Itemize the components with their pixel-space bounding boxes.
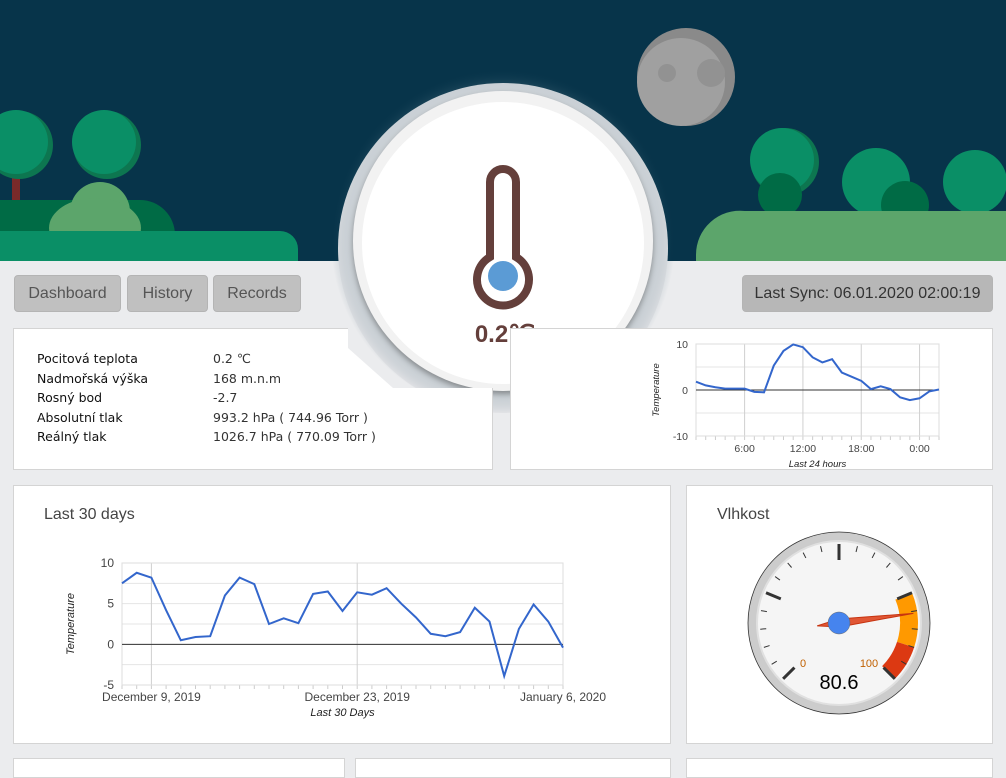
- info-label: Pocitová teplota: [37, 349, 213, 369]
- x-tick-label: December 9, 2019: [102, 690, 201, 704]
- y-axis-title: Temperature: [65, 593, 77, 655]
- y-tick-label: 10: [676, 339, 688, 351]
- series-line: [696, 344, 939, 400]
- gauge-min-label: 0: [800, 658, 806, 670]
- chart-24h-card: 10 0 -10 6:00 12:00 18:00 0:00 Last 24 hours Tem…: [510, 328, 993, 470]
- x-tick-label: 18:00: [848, 443, 874, 455]
- x-tick-label: 12:00: [790, 443, 816, 455]
- info-label: Reálný tlak: [37, 427, 213, 447]
- bottom-card-1: [13, 758, 345, 778]
- info-label: Nadmořská výška: [37, 369, 213, 389]
- moon-icon: [637, 28, 735, 126]
- y-tick-label: 10: [101, 556, 115, 570]
- gauge-hub: [828, 612, 850, 634]
- x-tick-label: December 23, 2019: [304, 690, 410, 704]
- info-value: 168 m.n.m: [213, 369, 281, 389]
- info-value: 0.2 ℃: [213, 349, 251, 369]
- bottom-card-3: [686, 758, 993, 778]
- nav-history-button[interactable]: History: [127, 275, 208, 312]
- info-label: Absolutní tlak: [37, 408, 213, 428]
- x-axis-title: Last 24 hours: [789, 459, 847, 470]
- y-tick-label: 0: [682, 385, 688, 397]
- card-title: Last 30 days: [44, 506, 135, 524]
- info-row: Rosný bod-2.7: [37, 388, 376, 408]
- gauge-max-label: 100: [860, 658, 878, 670]
- nav-records-button[interactable]: Records: [213, 275, 301, 312]
- info-value: 1026.7 hPa ( 770.09 Torr ): [213, 427, 376, 447]
- card-title: Vlhkost: [717, 506, 769, 524]
- nav-dashboard-button[interactable]: Dashboard: [14, 275, 121, 312]
- y-tick-label: 5: [107, 597, 114, 611]
- x-tick-label: 6:00: [734, 443, 755, 455]
- info-value: 993.2 hPa ( 744.96 Torr ): [213, 408, 368, 428]
- chart-24h: 10 0 -10 6:00 12:00 18:00 0:00 Last 24 hours Tem…: [511, 329, 994, 471]
- info-label: Rosný bod: [37, 388, 213, 408]
- bottom-card-2: [355, 758, 671, 778]
- info-value: -2.7: [213, 388, 237, 408]
- x-axis-title: Last 30 Days: [310, 707, 375, 719]
- y-tick-label: 0: [107, 637, 114, 651]
- last-sync-status: Last Sync: 06.01.2020 02:00:19: [742, 275, 993, 312]
- x-tick-label: 0:00: [909, 443, 930, 455]
- y-axis-title: Temperature: [651, 363, 662, 417]
- y-tick-label: -10: [673, 431, 688, 443]
- gauge-value: 80.6: [820, 672, 859, 694]
- x-tick-label: January 6, 2020: [520, 690, 606, 704]
